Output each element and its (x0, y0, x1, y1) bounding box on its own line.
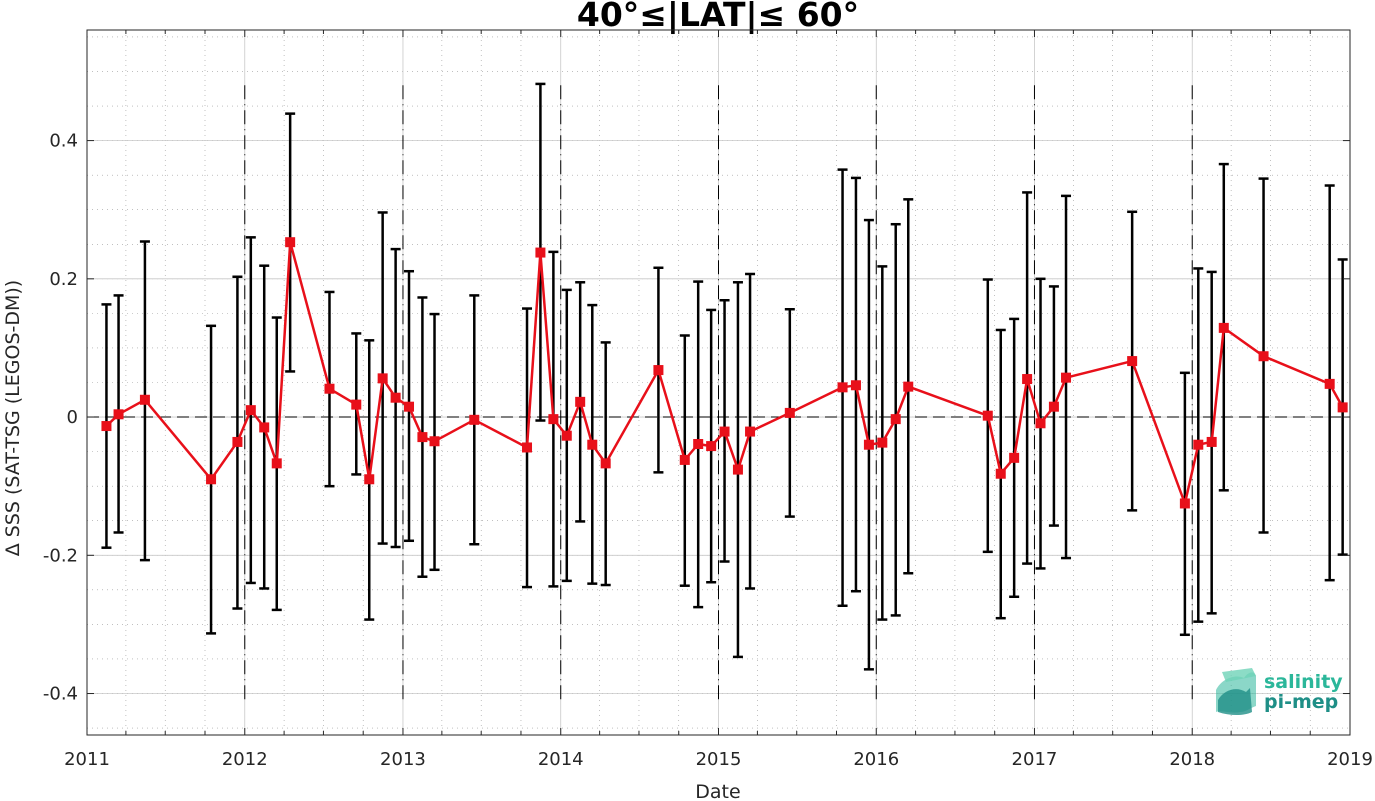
data-point-marker (706, 441, 717, 452)
data-point-marker (377, 373, 388, 384)
data-point-marker (890, 414, 901, 425)
data-point-marker (351, 399, 362, 410)
data-point-marker (1337, 402, 1348, 413)
data-point-marker (101, 421, 112, 432)
data-point-marker (259, 422, 270, 433)
data-point-marker (1061, 372, 1072, 383)
data-point-marker (745, 426, 756, 437)
data-point-marker (982, 410, 993, 421)
data-point-marker (653, 365, 664, 376)
data-point-marker (1127, 356, 1138, 367)
data-point-marker (522, 442, 533, 453)
data-point-marker (995, 468, 1006, 479)
data-point-marker (1179, 498, 1190, 509)
data-point-marker (232, 436, 243, 447)
data-point-marker (548, 414, 559, 425)
logo-waves-icon (1216, 668, 1256, 715)
data-point-marker (404, 401, 415, 412)
data-point-marker (324, 383, 335, 394)
data-point-marker (469, 414, 480, 425)
salinity-pi-mep-logo: salinity pi-mep (1216, 668, 1343, 715)
data-point-marker (1048, 401, 1059, 412)
x-axis-label: Date (695, 781, 740, 801)
data-point-marker (535, 247, 546, 258)
x-tick-label: 2013 (380, 749, 426, 770)
data-point-marker (732, 464, 743, 475)
data-point-marker (139, 394, 150, 405)
data-point-marker (719, 426, 730, 437)
chart-title: 40°≤|LAT|≤ 60° (577, 0, 859, 34)
data-point-marker (1193, 439, 1204, 450)
data-point-marker (429, 436, 440, 447)
data-point-marker (113, 409, 124, 420)
axis-ticks: -0.4 -0.2 0 0.2 0.4 2011 2012 2013 2014 2015 2016 2… (43, 30, 1373, 770)
data-point-marker (561, 430, 572, 441)
data-point-marker (1206, 436, 1217, 447)
data-point-marker (1009, 452, 1020, 463)
logo-text-salinity: salinity (1264, 671, 1343, 693)
data-point-marker (679, 454, 690, 465)
data-point-marker (587, 439, 598, 450)
data-point-marker (784, 407, 795, 418)
x-tick-label: 2015 (696, 749, 742, 770)
x-tick-label: 2014 (538, 749, 584, 770)
data-series (101, 237, 1348, 509)
year-separators (244, 85, 1193, 701)
error-bars (101, 82, 1348, 671)
data-point-marker (271, 458, 282, 469)
data-point-marker (863, 439, 874, 450)
x-tick-label: 2012 (222, 749, 268, 770)
x-tick-label: 2018 (1169, 749, 1215, 770)
data-point-marker (1218, 322, 1229, 333)
data-point-marker (390, 392, 401, 403)
data-point-marker (1022, 374, 1033, 385)
data-point-marker (417, 432, 428, 443)
data-point-marker (903, 381, 914, 392)
data-point-marker (206, 474, 217, 485)
data-point-marker (877, 437, 888, 448)
data-point-marker (850, 380, 861, 391)
y-tick-label: -0.2 (43, 545, 78, 566)
y-tick-label: 0.2 (49, 269, 78, 290)
x-tick-label: 2019 (1327, 749, 1373, 770)
data-point-marker (245, 405, 256, 416)
data-point-marker (600, 458, 611, 469)
x-tick-label: 2016 (853, 749, 899, 770)
data-point-marker (285, 237, 296, 248)
data-point-marker (364, 474, 375, 485)
x-tick-label: 2011 (64, 749, 110, 770)
data-point-marker (1258, 351, 1269, 362)
data-point-marker (837, 382, 848, 393)
y-tick-label: 0.4 (49, 131, 78, 152)
y-tick-label: 0 (67, 407, 78, 428)
logo-text-pi-mep: pi-mep (1264, 691, 1338, 713)
y-tick-label: -0.4 (43, 684, 78, 705)
y-axis-label: Δ SSS (SAT-TSG (LEGOS-DM)) (2, 280, 24, 556)
data-point-marker (693, 439, 704, 450)
x-tick-label: 2017 (1012, 749, 1058, 770)
data-point-marker (1035, 418, 1046, 429)
data-point-marker (575, 396, 586, 407)
data-point-marker (1324, 378, 1335, 389)
